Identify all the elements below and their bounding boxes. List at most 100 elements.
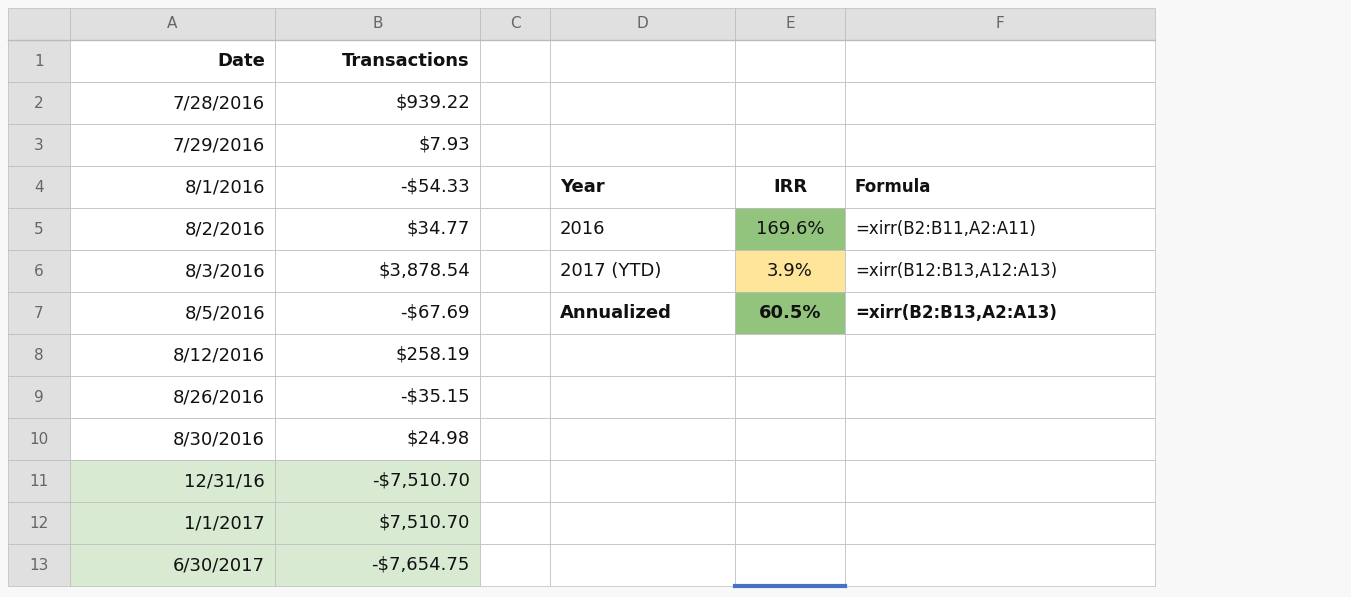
Bar: [8, 250, 70, 292]
Bar: [8, 502, 70, 544]
Text: 12/31/16: 12/31/16: [184, 472, 265, 490]
Text: 3.9%: 3.9%: [767, 262, 813, 280]
Bar: [550, 292, 735, 334]
Text: -$67.69: -$67.69: [400, 304, 470, 322]
Bar: [8, 460, 70, 502]
Text: 2: 2: [34, 96, 43, 110]
Text: 8/30/2016: 8/30/2016: [173, 430, 265, 448]
Bar: [844, 376, 1155, 418]
Text: 8/3/2016: 8/3/2016: [184, 262, 265, 280]
Bar: [550, 502, 735, 544]
Bar: [844, 292, 1155, 334]
Text: $24.98: $24.98: [407, 430, 470, 448]
Bar: [70, 208, 276, 250]
Bar: [844, 250, 1155, 292]
Bar: [70, 544, 276, 586]
Text: 8/26/2016: 8/26/2016: [173, 388, 265, 406]
Text: 9: 9: [34, 389, 43, 405]
Bar: [844, 208, 1155, 250]
Text: 13: 13: [30, 558, 49, 573]
Bar: [550, 166, 735, 208]
Bar: [8, 334, 70, 376]
Bar: [844, 334, 1155, 376]
Bar: [8, 208, 70, 250]
Bar: [844, 8, 1155, 40]
Text: 169.6%: 169.6%: [755, 220, 824, 238]
Bar: [480, 208, 550, 250]
Bar: [550, 334, 735, 376]
Text: 5: 5: [34, 221, 43, 236]
Text: -$7,654.75: -$7,654.75: [372, 556, 470, 574]
Bar: [735, 292, 844, 334]
Text: 4: 4: [34, 180, 43, 195]
Bar: [8, 418, 70, 460]
Bar: [550, 418, 735, 460]
Bar: [735, 502, 844, 544]
Bar: [480, 292, 550, 334]
Bar: [480, 8, 550, 40]
Text: 8: 8: [34, 347, 43, 362]
Text: 12: 12: [30, 515, 49, 531]
Text: =xirr(B2:B13,A2:A13): =xirr(B2:B13,A2:A13): [855, 304, 1056, 322]
Bar: [8, 544, 70, 586]
Bar: [844, 502, 1155, 544]
Text: 7/28/2016: 7/28/2016: [173, 94, 265, 112]
Bar: [70, 166, 276, 208]
Text: B: B: [373, 17, 382, 32]
Text: 6: 6: [34, 263, 43, 278]
Bar: [844, 544, 1155, 586]
Bar: [276, 376, 480, 418]
Bar: [844, 460, 1155, 502]
Text: $34.77: $34.77: [407, 220, 470, 238]
Bar: [480, 418, 550, 460]
Bar: [70, 460, 276, 502]
Bar: [276, 502, 480, 544]
Text: Date: Date: [218, 52, 265, 70]
Bar: [735, 124, 844, 166]
Bar: [8, 124, 70, 166]
Bar: [480, 460, 550, 502]
Text: $7,510.70: $7,510.70: [378, 514, 470, 532]
Bar: [735, 40, 844, 82]
Text: 7: 7: [34, 306, 43, 321]
Text: $258.19: $258.19: [396, 346, 470, 364]
Bar: [480, 502, 550, 544]
Bar: [276, 8, 480, 40]
Bar: [480, 82, 550, 124]
Bar: [844, 418, 1155, 460]
Bar: [70, 250, 276, 292]
Bar: [550, 208, 735, 250]
Bar: [735, 250, 844, 292]
Bar: [480, 124, 550, 166]
Bar: [276, 166, 480, 208]
Bar: [70, 334, 276, 376]
Bar: [480, 40, 550, 82]
Bar: [735, 544, 844, 586]
Bar: [276, 334, 480, 376]
Bar: [70, 418, 276, 460]
Bar: [480, 376, 550, 418]
Bar: [70, 82, 276, 124]
Text: 60.5%: 60.5%: [759, 304, 821, 322]
Bar: [8, 376, 70, 418]
Text: Formula: Formula: [855, 178, 931, 196]
Bar: [276, 292, 480, 334]
Text: 1: 1: [34, 54, 43, 69]
Bar: [844, 82, 1155, 124]
Bar: [480, 250, 550, 292]
Bar: [735, 418, 844, 460]
Text: 2017 (YTD): 2017 (YTD): [561, 262, 662, 280]
Bar: [550, 8, 735, 40]
Bar: [276, 124, 480, 166]
Text: 10: 10: [30, 432, 49, 447]
Text: 7/29/2016: 7/29/2016: [173, 136, 265, 154]
Bar: [8, 8, 70, 40]
Bar: [70, 376, 276, 418]
Bar: [735, 166, 844, 208]
Bar: [480, 166, 550, 208]
Bar: [735, 460, 844, 502]
Bar: [480, 334, 550, 376]
Bar: [70, 8, 276, 40]
Text: 8/12/2016: 8/12/2016: [173, 346, 265, 364]
Text: $3,878.54: $3,878.54: [378, 262, 470, 280]
